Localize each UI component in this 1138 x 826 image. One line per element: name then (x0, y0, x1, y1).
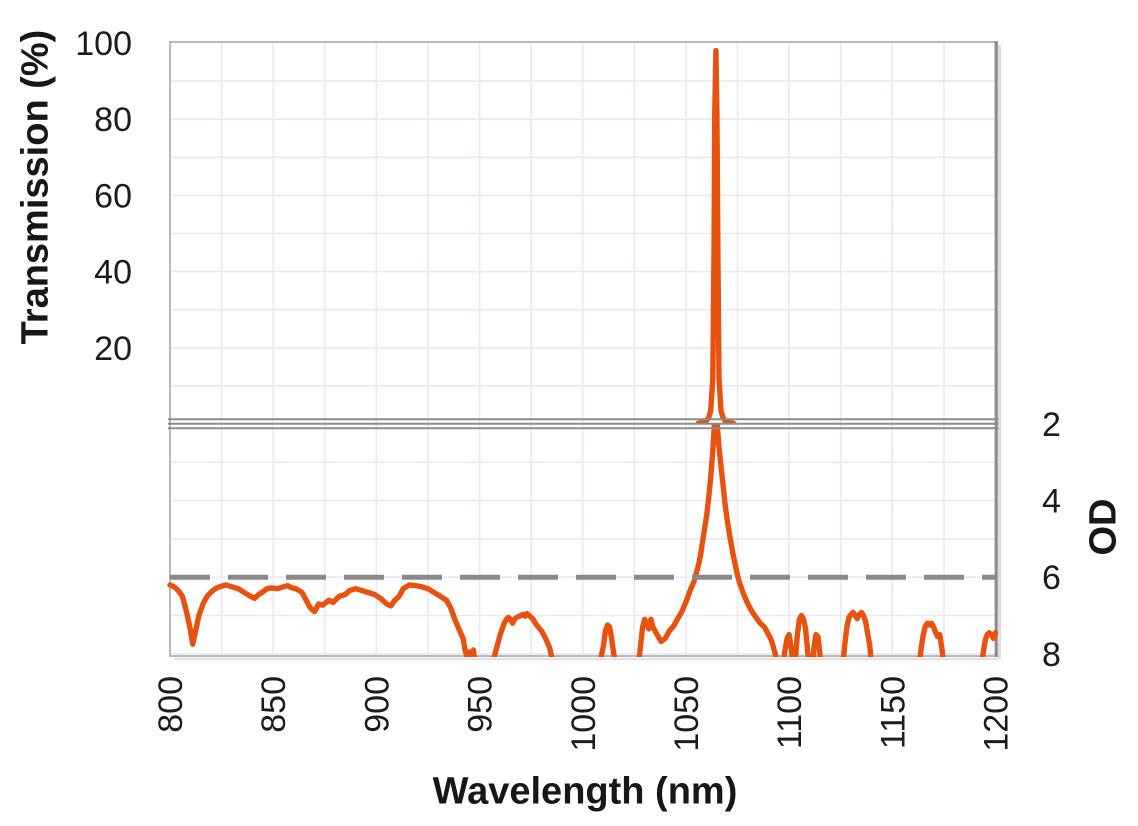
gridlines (170, 43, 996, 656)
wavelength-tick-label: 1000 (565, 676, 603, 752)
wavelength-tick-label: 950 (462, 676, 500, 733)
od-tick-label: 2 (1042, 406, 1061, 444)
wavelength-tick-label: 900 (358, 676, 396, 733)
x-axis-title: Wavelength (nm) (432, 770, 738, 813)
transmission-tick-label: 60 (94, 177, 132, 215)
y-axis-title-od: OD (1082, 498, 1125, 556)
transmission-spectrum (695, 47, 737, 424)
plot-frame (169, 41, 1001, 661)
axis-tick-labels: 100 80 60 40 20 2 4 6 8 800 850 900 950 1000 1050 1100 1… (75, 25, 1061, 752)
wavelength-tick-label: 850 (255, 676, 293, 733)
od-tick-label: 6 (1042, 559, 1061, 597)
transmission-tick-label: 80 (94, 101, 132, 139)
wavelength-tick-label: 1050 (668, 676, 706, 752)
od-tick-label: 4 (1042, 483, 1061, 521)
transmission-tick-label: 20 (94, 330, 132, 368)
panel-divider (168, 418, 999, 430)
wavelength-tick-label: 1200 (978, 676, 1016, 752)
od-tick-label: 8 (1042, 636, 1061, 674)
wavelength-tick-label: 1150 (874, 676, 912, 749)
transmission-tick-label: 40 (94, 254, 132, 292)
transmission-tick-label: 100 (75, 25, 132, 63)
y-axis-title-transmission: Transmission (%) (14, 29, 57, 345)
wavelength-tick-label: 1100 (771, 676, 809, 749)
wavelength-tick-label: 800 (152, 676, 190, 733)
od-spectrum (167, 424, 999, 657)
